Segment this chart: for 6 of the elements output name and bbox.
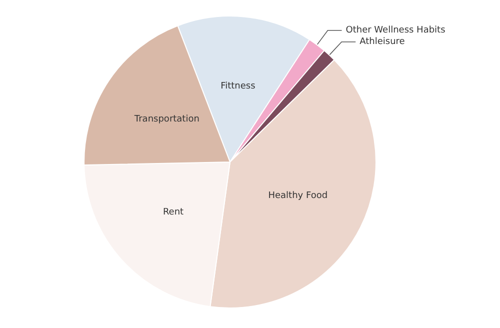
slice-label: Athleisure	[360, 36, 406, 47]
slice-label: Healthy Food	[268, 191, 328, 202]
slice-label: Other Wellness Habits	[346, 25, 446, 36]
slice-label: Fittness	[220, 81, 256, 92]
slice-label: Transportation	[133, 114, 200, 125]
slice-label: Rent	[162, 208, 184, 218]
